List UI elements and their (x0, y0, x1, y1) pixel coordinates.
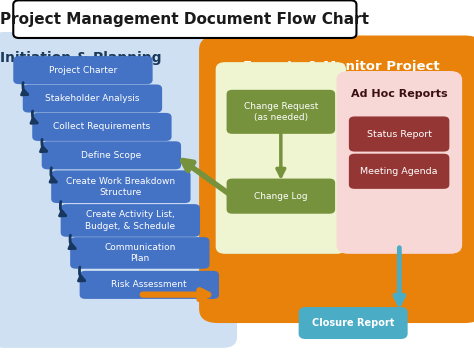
Text: Collect Requirements: Collect Requirements (53, 122, 151, 131)
FancyBboxPatch shape (23, 84, 162, 113)
Text: Risk Assessment: Risk Assessment (111, 280, 187, 289)
Text: Communication
Plan: Communication Plan (104, 243, 175, 263)
Text: Change Request
(as needed): Change Request (as needed) (244, 102, 318, 122)
Text: Define Scope: Define Scope (81, 151, 142, 160)
FancyBboxPatch shape (13, 56, 153, 84)
FancyBboxPatch shape (199, 36, 474, 323)
FancyBboxPatch shape (349, 154, 449, 189)
FancyBboxPatch shape (227, 90, 335, 134)
FancyBboxPatch shape (51, 170, 191, 203)
FancyBboxPatch shape (227, 179, 335, 214)
Text: Execute & Monitor Project: Execute & Monitor Project (243, 60, 439, 73)
Text: Ad Hoc Reports: Ad Hoc Reports (351, 89, 447, 99)
FancyBboxPatch shape (13, 0, 356, 38)
FancyBboxPatch shape (0, 32, 237, 348)
Text: Project Management Document Flow Chart: Project Management Document Flow Chart (0, 12, 369, 27)
FancyBboxPatch shape (80, 271, 219, 299)
Text: Create Work Breakdown
Structure: Create Work Breakdown Structure (66, 177, 175, 197)
FancyBboxPatch shape (32, 113, 172, 141)
FancyBboxPatch shape (70, 237, 210, 269)
Text: Create Activity List,
Budget, & Schedule: Create Activity List, Budget, & Schedule (85, 211, 175, 230)
Text: Stakeholder Analysis: Stakeholder Analysis (45, 94, 140, 103)
Text: Status Report: Status Report (366, 130, 432, 138)
Text: Closure Report: Closure Report (312, 318, 394, 328)
Text: Project Charter: Project Charter (49, 66, 117, 75)
Text: Meeting Agenda: Meeting Agenda (360, 167, 438, 176)
Text: Initiation & Planning: Initiation & Planning (0, 51, 162, 65)
FancyBboxPatch shape (61, 204, 200, 237)
FancyBboxPatch shape (42, 141, 181, 169)
FancyBboxPatch shape (299, 307, 408, 339)
FancyBboxPatch shape (349, 116, 449, 152)
Text: Change Log: Change Log (254, 192, 308, 201)
FancyBboxPatch shape (216, 62, 346, 254)
FancyBboxPatch shape (337, 71, 462, 254)
